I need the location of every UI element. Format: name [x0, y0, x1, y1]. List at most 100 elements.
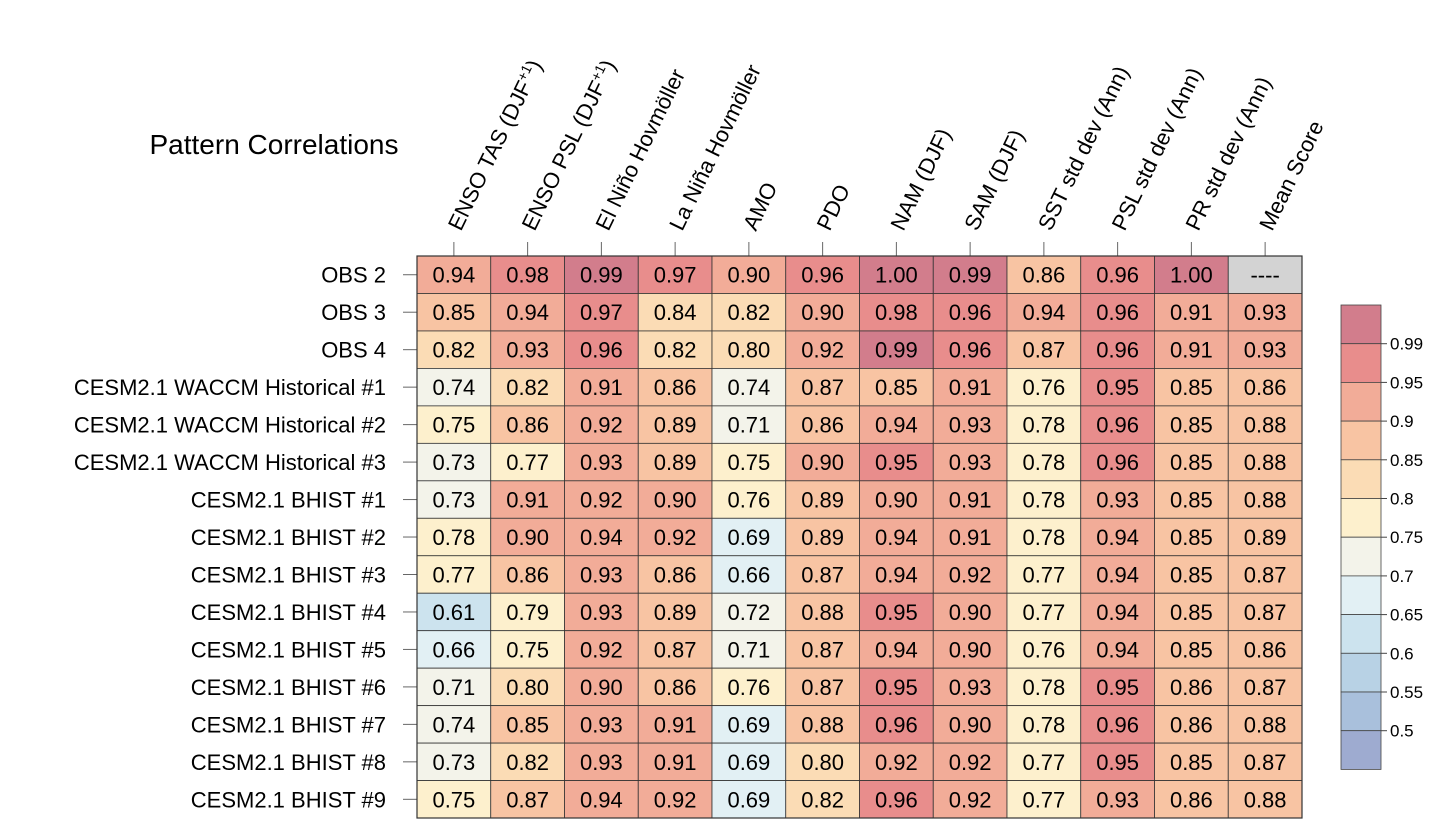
- heatmap-cell: [490, 517, 565, 557]
- cell-value: 0.96: [1096, 712, 1139, 737]
- heatmap-cell: [564, 517, 639, 557]
- cell-value: 0.89: [801, 525, 844, 550]
- cell-value: 0.91: [506, 488, 549, 513]
- cell-value: 0.82: [506, 375, 549, 400]
- column-ticks: [453, 242, 1266, 256]
- heatmap-cell: [490, 255, 565, 294]
- cell-value: 0.90: [801, 300, 844, 325]
- heatmap-cell: [1006, 255, 1082, 294]
- colorbar-label: 0.75: [1390, 528, 1423, 547]
- colorbar-label: 0.9: [1390, 412, 1414, 431]
- heatmap-cell: [490, 742, 565, 781]
- cell-value: 0.96: [1096, 450, 1139, 475]
- heatmap-cell: [416, 555, 492, 594]
- heatmap-cell: [932, 480, 1008, 519]
- heatmap-cell: [711, 330, 787, 369]
- heatmap-frame: [416, 255, 1303, 819]
- cell-value: 0.95: [1096, 675, 1139, 700]
- cell-value: 0.72: [727, 600, 770, 625]
- cell-value: 0.92: [949, 750, 992, 775]
- cell-value: 0.77: [432, 562, 475, 587]
- cell-value: 0.85: [506, 712, 549, 737]
- heatmap-cell: [637, 293, 713, 332]
- cell-value: 0.93: [580, 712, 623, 737]
- cell-value: 0.82: [801, 787, 844, 812]
- heatmap-cell: [1227, 480, 1303, 519]
- cell-value: 0.90: [727, 263, 770, 288]
- cell-value: 0.74: [727, 375, 770, 400]
- heatmap-cell: [859, 255, 934, 294]
- cell-value: 0.75: [506, 637, 549, 662]
- cell-value: 0.87: [801, 637, 844, 662]
- heatmap-cell: [859, 442, 934, 482]
- cell-value: 0.86: [1170, 675, 1213, 700]
- heatmap-cell: [711, 293, 787, 332]
- heatmap-cell: [785, 480, 860, 519]
- colorbar-bin: [1340, 730, 1382, 770]
- cell-value: 0.84: [654, 300, 697, 325]
- cell-value: 0.87: [801, 675, 844, 700]
- cell-value: 0.99: [875, 338, 918, 363]
- cell-value: 0.92: [654, 787, 697, 812]
- cell-value: 0.89: [654, 450, 697, 475]
- cell-value: 0.85: [1170, 450, 1213, 475]
- heatmap-cell: [1154, 555, 1229, 594]
- cell-value: 0.77: [1022, 600, 1065, 625]
- cell-value: 0.97: [654, 263, 697, 288]
- heatmap-cell: [637, 705, 713, 744]
- heatmap-cell: [1080, 555, 1155, 594]
- cell-value: 0.66: [432, 637, 475, 662]
- cell-value: 0.91: [654, 712, 697, 737]
- cell-value: 0.82: [506, 750, 549, 775]
- heatmap-cell: [1227, 517, 1303, 557]
- cell-value: 0.93: [580, 562, 623, 587]
- cell-value: 0.86: [1022, 263, 1065, 288]
- cell-value: 0.85: [1170, 637, 1213, 662]
- heatmap-cell: [932, 592, 1008, 632]
- cell-value: 0.90: [949, 712, 992, 737]
- cell-value: 0.86: [654, 375, 697, 400]
- heatmap-cell: [859, 667, 934, 707]
- colorbar-bin: [1340, 304, 1382, 345]
- row-label-cesm2-1-waccm-historical-3: CESM2.1 WACCM Historical #3: [74, 450, 386, 475]
- cell-value: 0.86: [1244, 637, 1287, 662]
- cell-value: 0.96: [875, 787, 918, 812]
- heatmap-cell: [1080, 667, 1155, 707]
- heatmap-cell: [637, 405, 713, 444]
- heatmap-cell: [932, 255, 1008, 294]
- colorbar: 0.99 0.95 0.9 0.85 0.8 0.75 0.7 0.65 0.6 0.55 0.5: [1340, 304, 1423, 770]
- heatmap-cell: [1080, 705, 1155, 744]
- row-label-cesm2-1-bhist-8: CESM2.1 BHIST #8: [191, 750, 386, 775]
- cell-value: 0.73: [432, 750, 475, 775]
- cell-value: 0.93: [1244, 300, 1287, 325]
- heatmap-cell: [785, 330, 860, 369]
- heatmap-cell: [1154, 255, 1229, 294]
- cell-value: 0.71: [432, 675, 475, 700]
- heatmap-cell: [416, 293, 492, 332]
- heatmap-cell: [1006, 368, 1082, 407]
- heatmap-cell: [416, 255, 492, 294]
- cell-value: 0.87: [1244, 750, 1287, 775]
- cell-value: 0.78: [1022, 488, 1065, 513]
- cell-value: 0.91: [1170, 338, 1213, 363]
- cell-value: 0.92: [949, 562, 992, 587]
- heatmap-cell: [859, 368, 934, 407]
- heatmap-cell: [1080, 630, 1155, 669]
- cell-value: 0.89: [654, 413, 697, 438]
- heatmap-cell: [1080, 405, 1155, 444]
- heatmap-cell: [785, 405, 860, 444]
- heatmap-cell: [1227, 368, 1303, 407]
- heatmap-cell: [785, 517, 860, 557]
- heatmap-cell: [1154, 368, 1229, 407]
- cell-value: 0.69: [727, 750, 770, 775]
- heatmap-cell: [1154, 293, 1229, 332]
- heatmap-cell: [416, 517, 492, 557]
- heatmap-cell: [1227, 293, 1303, 332]
- cell-value: 0.73: [432, 488, 475, 513]
- cell-value: 0.77: [1022, 562, 1065, 587]
- heatmap-cell: [1154, 592, 1229, 632]
- cell-value: 0.77: [1022, 750, 1065, 775]
- heatmap-cell: [564, 780, 639, 819]
- cell-value: 0.96: [580, 338, 623, 363]
